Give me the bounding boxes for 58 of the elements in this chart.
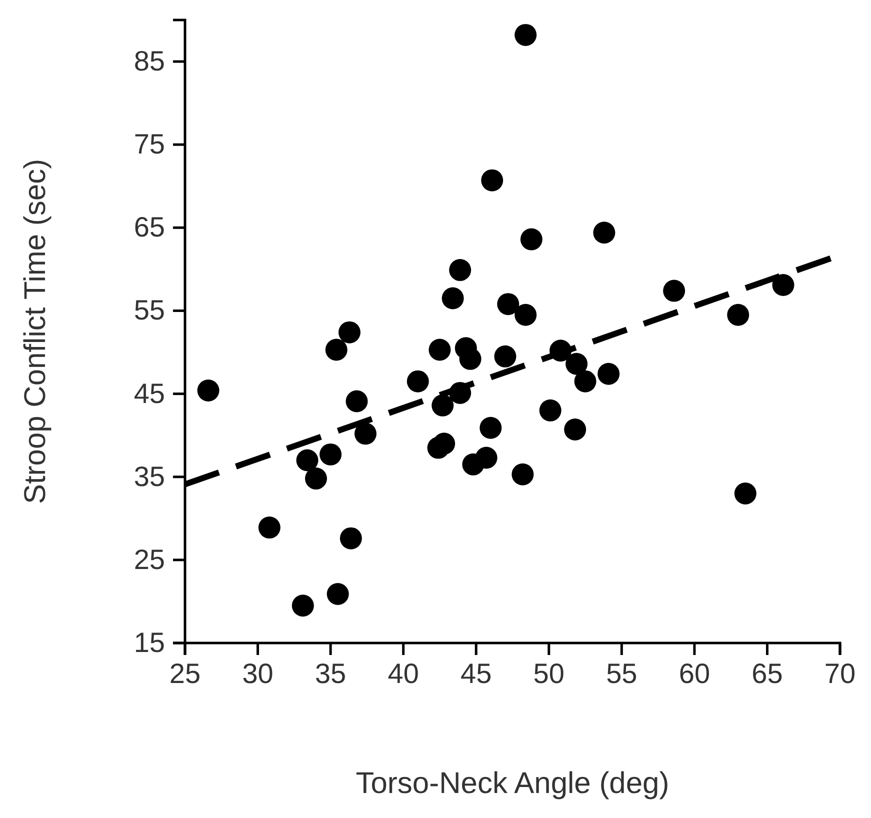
point — [564, 418, 586, 440]
x-tick-label: 30 — [242, 658, 274, 689]
point — [296, 449, 318, 472]
point — [449, 259, 472, 282]
y-tick-label: 25 — [134, 544, 165, 575]
point — [497, 293, 520, 316]
x-tick-label: 45 — [460, 658, 492, 689]
point — [539, 399, 562, 422]
point — [305, 468, 327, 490]
point — [432, 394, 454, 416]
point — [338, 321, 360, 344]
point — [346, 390, 368, 412]
y-axis-title: Stroop Conflict Time (sec) — [19, 158, 52, 504]
point — [326, 583, 349, 605]
x-tick-label: 35 — [314, 658, 346, 689]
point — [406, 370, 429, 392]
point — [340, 527, 362, 550]
y-tick-label: 35 — [134, 460, 165, 492]
point — [727, 304, 750, 326]
point — [475, 446, 498, 469]
point — [354, 422, 376, 445]
point — [734, 482, 756, 504]
point — [325, 338, 348, 361]
point — [574, 370, 596, 392]
x-tick-label: 60 — [678, 658, 710, 689]
point — [514, 304, 537, 326]
point — [598, 362, 620, 385]
x-tick-label: 55 — [606, 658, 638, 689]
x-tick-label: 25 — [169, 658, 201, 689]
point — [481, 169, 504, 192]
point — [428, 338, 451, 361]
point — [320, 443, 342, 466]
point — [433, 432, 456, 455]
x-tick-label: 70 — [824, 658, 856, 689]
x-axis-title: Torso-Neck Angle (deg) — [356, 767, 670, 800]
y-tick-label: 55 — [134, 294, 165, 326]
point — [494, 345, 516, 368]
y-tick-label: 65 — [134, 212, 165, 243]
y-tick-label: 45 — [134, 378, 165, 409]
x-tick-label: 50 — [533, 658, 564, 689]
point — [663, 280, 686, 302]
point — [197, 380, 220, 402]
point — [459, 348, 482, 370]
y-tick-label: 15 — [134, 626, 165, 658]
y-tick-label: 85 — [134, 45, 165, 76]
y-tick-label: 75 — [134, 128, 165, 160]
point — [480, 416, 502, 439]
x-tick-label: 40 — [388, 658, 419, 689]
point — [593, 222, 616, 244]
point — [772, 274, 794, 296]
point — [442, 287, 464, 310]
x-tick-label: 65 — [752, 658, 783, 689]
point — [258, 516, 280, 539]
point — [514, 24, 537, 46]
point — [566, 352, 588, 375]
point — [292, 594, 314, 617]
point — [520, 228, 542, 250]
point — [512, 463, 534, 486]
